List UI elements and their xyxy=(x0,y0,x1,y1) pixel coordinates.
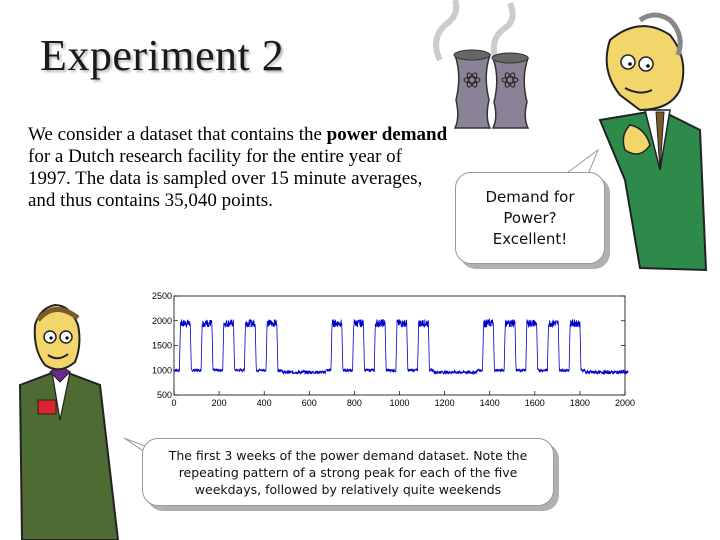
intro-segment: We consider a dataset that contains the xyxy=(28,124,327,145)
speech-bubble-bottom-text: The first 3 weeks of the power demand da… xyxy=(168,447,528,497)
x-tick-label: 600 xyxy=(302,398,317,408)
x-tick-label: 1000 xyxy=(389,398,409,408)
plot-area xyxy=(173,295,626,396)
x-tick-label: 200 xyxy=(212,398,227,408)
x-tick-label: 1800 xyxy=(570,398,590,408)
x-tick-label: 1200 xyxy=(435,398,455,408)
power-demand-chart: 0 200 400 600 800 1000 1200 1400 1600 1800 2000 500… xyxy=(152,291,635,408)
character-bottom-left xyxy=(18,303,120,540)
atom-icon xyxy=(463,72,519,88)
cooling-towers-illustration xyxy=(433,0,530,129)
power-demand-series xyxy=(173,318,629,376)
y-tick-label: 2500 xyxy=(152,291,172,301)
y-tick-label: 2000 xyxy=(152,316,172,326)
slide-title: Experiment 2 xyxy=(40,31,285,80)
y-tick-label: 500 xyxy=(157,390,172,400)
y-tick-label: 1500 xyxy=(152,341,172,351)
x-tick-label: 400 xyxy=(257,398,272,408)
speech-bubble-bottom: The first 3 weeks of the power demand da… xyxy=(142,438,554,506)
character-top-right xyxy=(598,12,708,272)
x-tick-label: 0 xyxy=(171,398,176,408)
speech-bubble-top: Demand for Power? Excellent! xyxy=(455,172,605,264)
speech-bubble-top-text: Demand for Power? Excellent! xyxy=(485,187,575,248)
intro-segment: for a Dutch research facility for the en… xyxy=(28,146,423,211)
x-tick-label: 1600 xyxy=(525,398,545,408)
intro-segment: power demand xyxy=(326,124,448,145)
x-tick-label: 1400 xyxy=(480,398,500,408)
x-tick-label: 800 xyxy=(347,398,362,408)
x-tick-label: 2000 xyxy=(615,398,635,408)
y-tick-label: 1000 xyxy=(152,365,172,375)
intro-paragraph: We consider a dataset that contains the … xyxy=(28,124,448,212)
